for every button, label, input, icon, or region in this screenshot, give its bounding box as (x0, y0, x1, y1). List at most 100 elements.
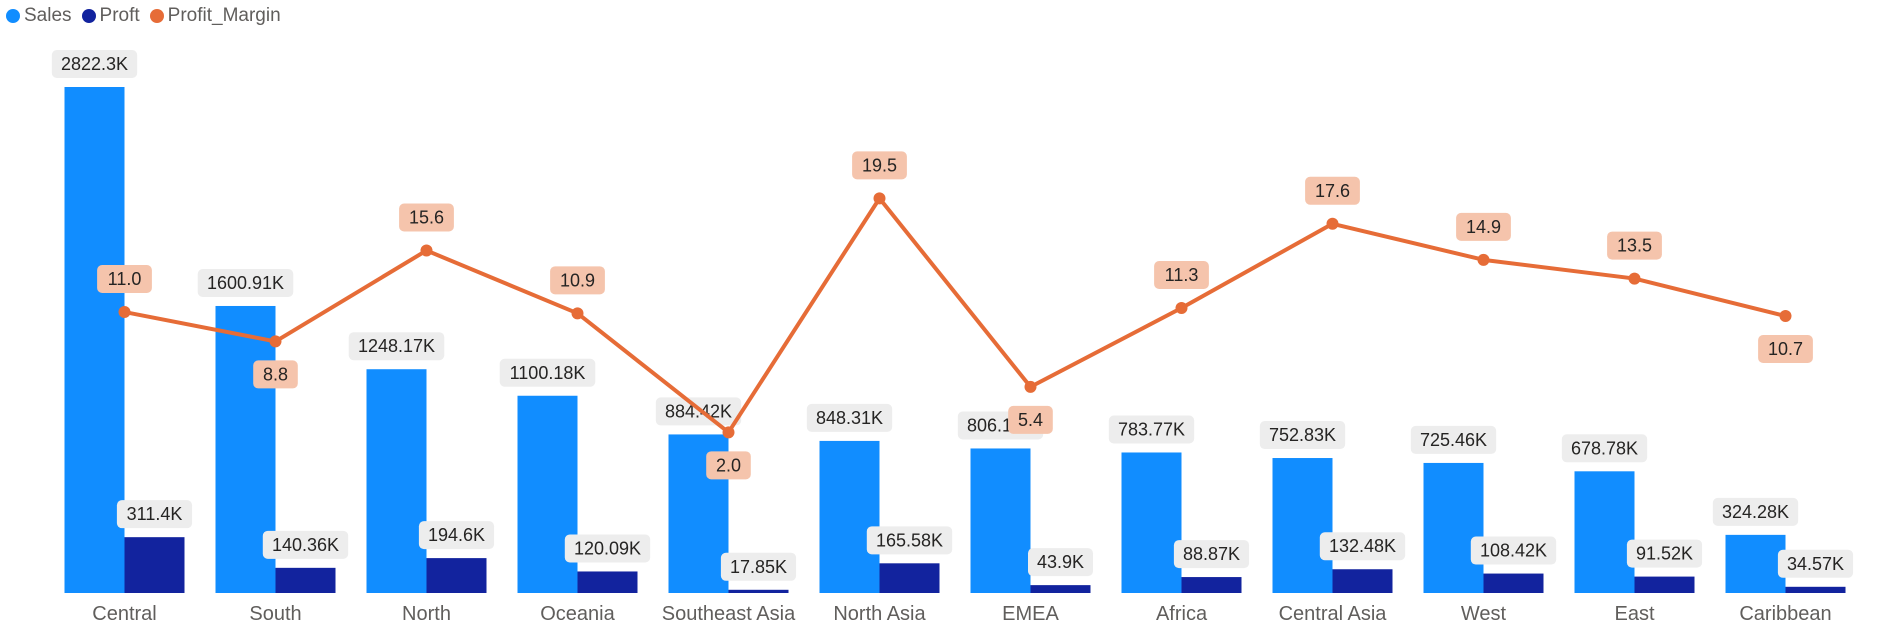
category-label-south: South (249, 603, 301, 625)
sales-label-oceania: 1100.18K (510, 363, 586, 383)
profit-margin-label-bg-west (1456, 212, 1511, 241)
profit-margin-label-east: 13.5 (1617, 236, 1652, 256)
sales-label-southeast-asia: 884.42K (665, 401, 732, 421)
proft-bar-south (275, 567, 336, 593)
proft-label-bg-central (116, 500, 193, 529)
proft-label-central: 311.4K (127, 504, 183, 524)
proft-bar-caribbean (1785, 586, 1846, 593)
legend-item-sales[interactable]: Sales (6, 5, 72, 27)
profit-margin-label-bg-caribbean (1758, 335, 1813, 364)
sales-label-east: 678.78K (1571, 438, 1638, 458)
profit-margin-label-bg-africa (1154, 260, 1209, 289)
proft-label-south: 140.36K (272, 535, 339, 555)
sales-label-bg-west (1410, 425, 1497, 454)
proft-label-bg-south (262, 530, 349, 559)
sales-label-bg-southeast-asia (655, 397, 742, 426)
sales-label-north: 1248.17K (358, 336, 435, 356)
profit-margin-label-bg-central-asia (1305, 176, 1360, 205)
profit-margin-point-central (118, 306, 131, 318)
sales-bar-east (1574, 471, 1635, 593)
profit-margin-label-central-asia: 17.6 (1315, 181, 1350, 201)
profit-margin-point-south (269, 335, 282, 348)
proft-label-bg-southeast-asia (720, 552, 797, 581)
sales-label-bg-central (51, 50, 138, 78)
sales-bar-oceania (517, 395, 578, 593)
category-label-west: West (1461, 603, 1507, 625)
profit-margin-label-west: 14.9 (1466, 217, 1501, 237)
profit-margin-label-caribbean: 10.7 (1768, 339, 1803, 359)
sales-label-north-asia: 848.31K (816, 408, 883, 428)
profit-margin-point-oceania (571, 307, 584, 320)
sales-bar-north-asia (819, 440, 880, 593)
sales-bar-central-asia (1272, 458, 1333, 593)
proft-label-bg-central-asia (1319, 532, 1406, 561)
proft-label-emea: 43.9K (1037, 552, 1084, 572)
category-label-east: East (1614, 603, 1654, 625)
profit-margin-label-north-asia: 19.5 (862, 155, 897, 175)
profit-margin-point-east (1628, 272, 1641, 285)
proft-bar-africa (1181, 577, 1242, 593)
profit-margin-point-caribbean (1779, 310, 1792, 323)
sales-label-bg-north (348, 332, 445, 361)
profit-margin-label-central: 11.0 (108, 269, 142, 289)
sales-label-central: 2822.3K (61, 54, 128, 74)
sales-label-bg-africa (1108, 415, 1195, 444)
profit-margin-label-bg-north (399, 203, 454, 232)
proft-bar-north-asia (879, 563, 940, 593)
proft-label-southeast-asia: 17.85K (730, 557, 787, 577)
proft-label-central-asia: 132.48K (1329, 536, 1396, 556)
legend-item-profit-margin[interactable]: Profit_Margin (149, 5, 281, 27)
profit-margin-point-africa (1175, 301, 1188, 314)
proft-label-oceania: 120.09K (574, 538, 641, 558)
proft-label-bg-oceania (564, 534, 651, 563)
proft-label-north-asia: 165.58K (876, 530, 943, 550)
sales-bar-emea (970, 448, 1031, 593)
category-label-north-asia: North Asia (833, 603, 926, 625)
proft-label-bg-north-asia (866, 526, 953, 555)
proft-label-bg-emea (1028, 548, 1093, 577)
category-label-caribbean: Caribbean (1739, 603, 1831, 625)
sales-label-bg-north-asia (806, 403, 893, 432)
proft-label-bg-africa (1173, 540, 1250, 569)
profit-margin-label-south: 8.8 (263, 364, 288, 384)
sales-label-bg-south (197, 268, 294, 297)
sales-label-bg-central-asia (1259, 421, 1346, 450)
legend-label-profit-margin: Profit_Margin (167, 5, 281, 26)
profit-margin-label-bg-east (1607, 231, 1662, 260)
legend-item-proft[interactable]: Proft (81, 5, 140, 27)
sales-label-bg-east (1561, 434, 1648, 463)
sales-label-caribbean: 324.28K (1722, 502, 1789, 522)
profit-margin-label-bg-emea (1008, 405, 1053, 434)
sales-bar-west (1423, 462, 1484, 593)
proft-label-africa: 88.87K (1183, 544, 1240, 564)
profit-margin-label-bg-oceania (550, 266, 605, 295)
sales-bar-central (64, 87, 125, 593)
profit-margin-label-emea: 5.4 (1018, 410, 1043, 430)
sales-label-bg-oceania (499, 358, 596, 387)
sales-label-south: 1600.91K (207, 273, 284, 293)
profit-margin-label-north: 15.6 (409, 207, 444, 227)
proft-bar-oceania (577, 571, 638, 593)
profit-margin-point-central-asia (1326, 217, 1339, 230)
legend-dot-sales (6, 9, 20, 23)
profit-margin-point-west (1477, 253, 1490, 266)
proft-label-bg-caribbean (1777, 549, 1854, 578)
profit-margin-label-oceania: 10.9 (560, 270, 595, 290)
proft-label-bg-west (1470, 536, 1557, 565)
category-label-southeast-asia: Southeast Asia (662, 603, 796, 625)
proft-bar-east (1634, 576, 1695, 593)
legend-label-sales: Sales (24, 5, 72, 26)
proft-label-bg-north (418, 521, 495, 550)
legend-label-proft: Proft (99, 5, 140, 26)
proft-label-north: 194.6K (428, 525, 485, 545)
sales-label-africa: 783.77K (1118, 419, 1185, 439)
proft-bar-emea (1030, 585, 1091, 593)
sales-label-west: 725.46K (1420, 430, 1487, 450)
profit-margin-label-africa: 11.3 (1165, 265, 1199, 285)
profit-margin-point-emea (1024, 380, 1037, 393)
sales-label-bg-caribbean (1712, 497, 1799, 526)
category-label-emea: EMEA (1002, 603, 1059, 625)
category-label-central-asia: Central Asia (1279, 603, 1388, 625)
proft-bar-southeast-asia (728, 589, 789, 593)
profit-margin-line (124, 196, 1786, 435)
